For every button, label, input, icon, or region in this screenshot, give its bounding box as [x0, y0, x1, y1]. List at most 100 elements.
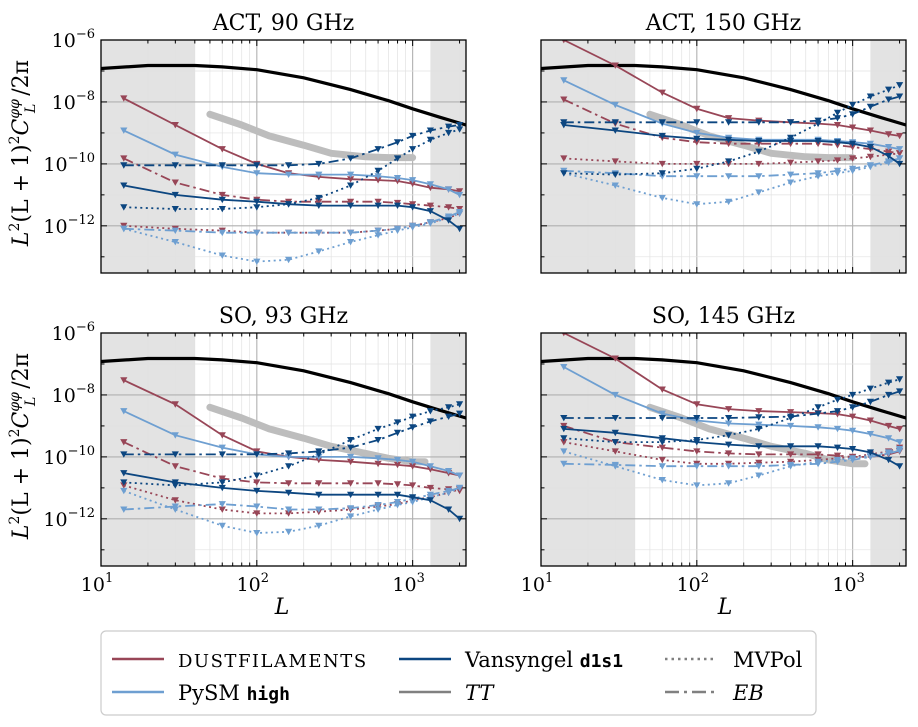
data-point — [885, 379, 893, 386]
data-point — [426, 418, 434, 425]
lensing-signal-curve — [541, 63, 906, 127]
data-point — [347, 458, 355, 466]
data-point — [755, 425, 763, 433]
data-point — [285, 463, 293, 470]
data-point — [315, 451, 323, 458]
data-point — [866, 140, 874, 148]
axes-frame — [540, 39, 907, 274]
data-point — [849, 427, 857, 435]
data-point — [171, 179, 179, 186]
data-point — [120, 225, 128, 233]
data-point — [218, 196, 226, 204]
data-point — [814, 138, 822, 145]
data-point — [896, 146, 904, 153]
data-point — [171, 239, 179, 246]
data-point — [285, 162, 293, 169]
series-vansyngel-d1s1-tt — [120, 401, 464, 489]
data-point — [755, 148, 763, 155]
series-vansyngel-d1s1-mvpol — [120, 182, 464, 233]
data-point — [560, 460, 568, 468]
data-point — [218, 522, 226, 530]
data-point — [120, 408, 128, 415]
y-tick-label: 10−12 — [43, 506, 95, 531]
legend-label-dustfilaments: DUSTFILAMENTS — [178, 651, 368, 672]
data-point — [755, 173, 763, 180]
y-tick-label: 10−10 — [43, 444, 95, 469]
data-point — [896, 463, 904, 470]
data-point — [658, 170, 666, 177]
data-point — [787, 409, 795, 416]
x-tick-label: 101 — [81, 571, 113, 596]
data-point — [833, 170, 842, 177]
data-point — [833, 109, 842, 117]
data-point — [787, 119, 795, 126]
data-point — [755, 443, 763, 450]
data-point — [560, 415, 568, 422]
data-point — [561, 40, 566, 44]
data-point — [253, 162, 261, 169]
data-point — [409, 482, 417, 489]
data-point — [315, 202, 323, 209]
data-point — [374, 437, 382, 444]
shaded-region-2 — [430, 333, 466, 566]
data-point — [393, 461, 402, 469]
data-point — [285, 480, 293, 487]
data-point — [393, 491, 402, 499]
data-point — [725, 480, 733, 487]
data-point — [445, 186, 453, 193]
data-point — [315, 522, 323, 530]
data-point — [426, 463, 434, 470]
data-point — [896, 446, 904, 453]
data-point — [456, 188, 464, 195]
data-point — [445, 413, 453, 420]
data-point — [393, 202, 402, 209]
data-point — [611, 463, 619, 470]
data-point — [725, 406, 733, 413]
data-point — [218, 506, 226, 513]
data-point — [393, 139, 402, 146]
data-point — [374, 460, 382, 468]
data-point — [218, 191, 226, 199]
data-point — [833, 122, 842, 129]
data-point — [658, 194, 666, 202]
data-point — [393, 175, 402, 182]
data-point — [693, 173, 701, 180]
data-point — [445, 468, 453, 475]
data-point — [426, 184, 434, 192]
data-point — [120, 182, 128, 189]
data-point — [725, 420, 733, 427]
data-point — [120, 377, 128, 384]
data-point — [409, 224, 417, 231]
x-axis-label-right: L — [717, 595, 733, 620]
data-point — [347, 444, 355, 451]
data-point — [393, 429, 402, 437]
ticks — [540, 332, 906, 566]
data-point — [885, 131, 893, 138]
data-point — [456, 472, 464, 479]
data-point — [171, 162, 179, 169]
data-point — [725, 140, 733, 148]
panel-4: 101 102 103 SO, 145 GHz — [521, 304, 907, 596]
data-point — [171, 122, 179, 129]
data-point — [253, 229, 261, 237]
panel-title: SO, 93 GHz — [219, 304, 348, 329]
data-point — [885, 456, 893, 464]
data-point — [814, 451, 822, 458]
data-point — [347, 505, 355, 512]
data-point — [171, 506, 179, 513]
data-point — [611, 439, 619, 446]
data-point — [560, 448, 568, 455]
data-point — [253, 204, 261, 211]
data-point — [374, 146, 382, 153]
data-point — [445, 204, 453, 211]
data-point — [253, 479, 261, 486]
data-point — [171, 227, 179, 234]
data-point — [285, 489, 293, 497]
axes-frame — [100, 332, 467, 567]
series-vansyngel-d1s1-tt — [560, 376, 904, 446]
data-point — [347, 453, 355, 461]
data-point — [347, 239, 355, 246]
data-point — [285, 453, 293, 461]
data-point — [611, 127, 619, 134]
